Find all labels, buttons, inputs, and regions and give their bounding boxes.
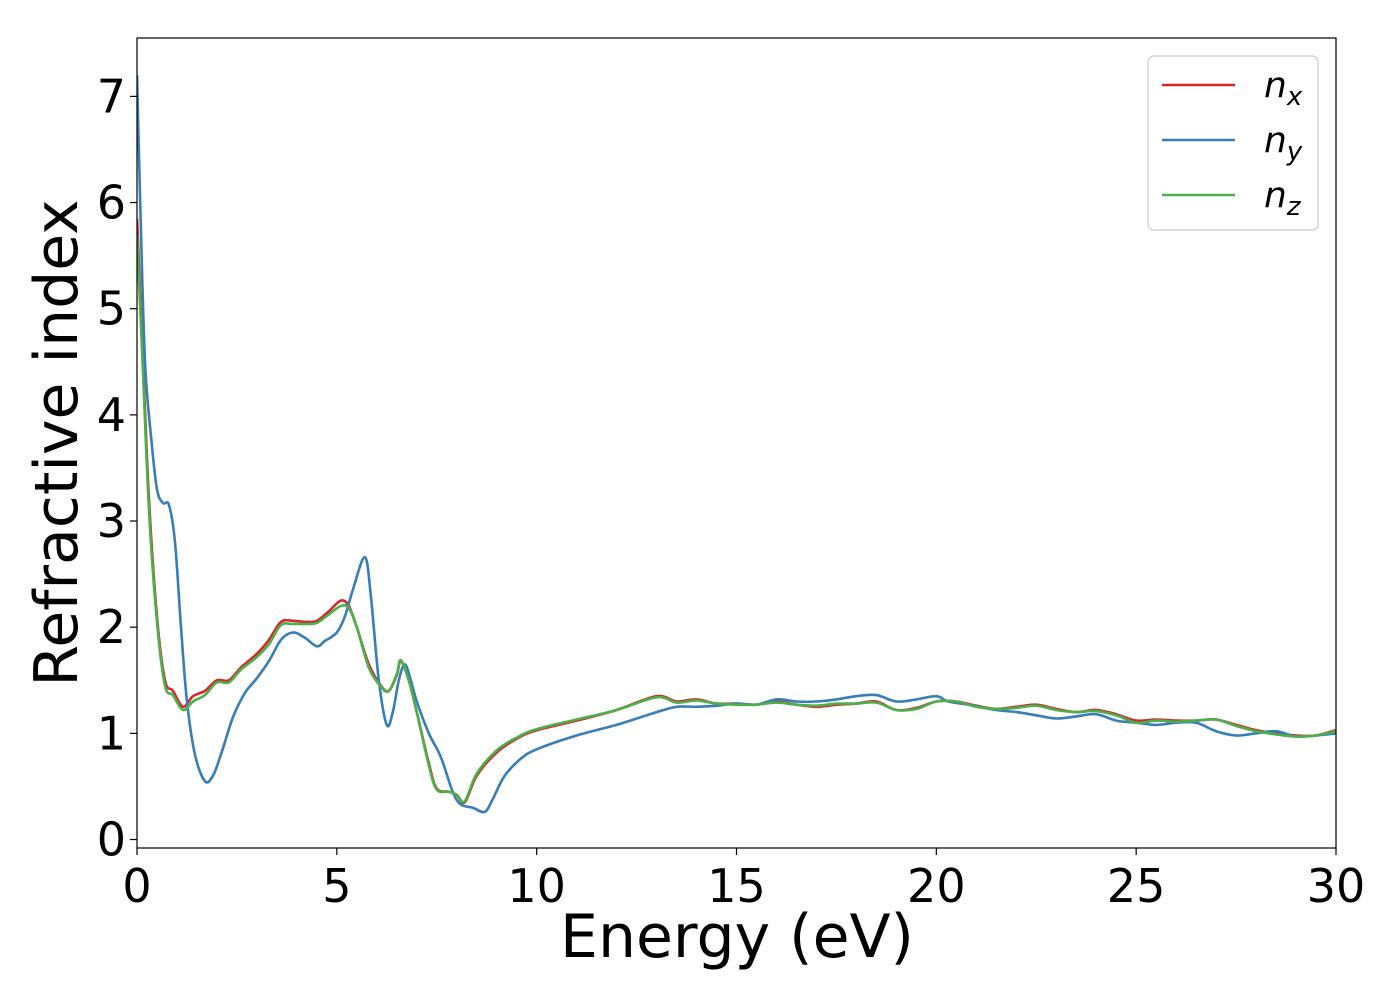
- x-tick-label: 5: [322, 859, 351, 913]
- series-line-y: [137, 75, 1336, 814]
- series-line-z: [137, 234, 1336, 804]
- y-tick-label: 7: [97, 69, 126, 123]
- x-tick-label: 30: [1307, 859, 1366, 913]
- x-tick-label: 25: [1107, 859, 1166, 913]
- y-tick-label: 4: [97, 388, 126, 442]
- y-tick-label: 5: [97, 282, 126, 336]
- legend-box: [1147, 55, 1319, 231]
- x-axis-label: Energy (eV): [560, 902, 914, 972]
- x-tick-label: 15: [707, 859, 766, 913]
- x-axis-ticks: 0 5 10 15 20 25 30: [122, 848, 1365, 913]
- y-axis-label: Refractive index: [22, 199, 92, 686]
- legend-label-y: ny: [1264, 120, 1303, 167]
- y-tick-label: 1: [97, 706, 126, 760]
- y-tick-label: 6: [97, 176, 126, 230]
- y-tick-label: 0: [97, 813, 126, 867]
- legend-label-z: nz: [1264, 175, 1302, 222]
- x-tick-label: 0: [122, 859, 151, 913]
- y-axis-ticks: 0 1 2 3 4 5 6 7: [97, 69, 137, 867]
- y-tick-label: 3: [97, 494, 126, 548]
- legend: nx ny nz: [1147, 55, 1319, 231]
- legend-label-x: nx: [1264, 65, 1303, 112]
- x-tick-label: 20: [907, 859, 966, 913]
- y-tick-label: 2: [97, 600, 126, 654]
- series-layer: [137, 75, 1336, 814]
- x-tick-label: 10: [507, 859, 566, 913]
